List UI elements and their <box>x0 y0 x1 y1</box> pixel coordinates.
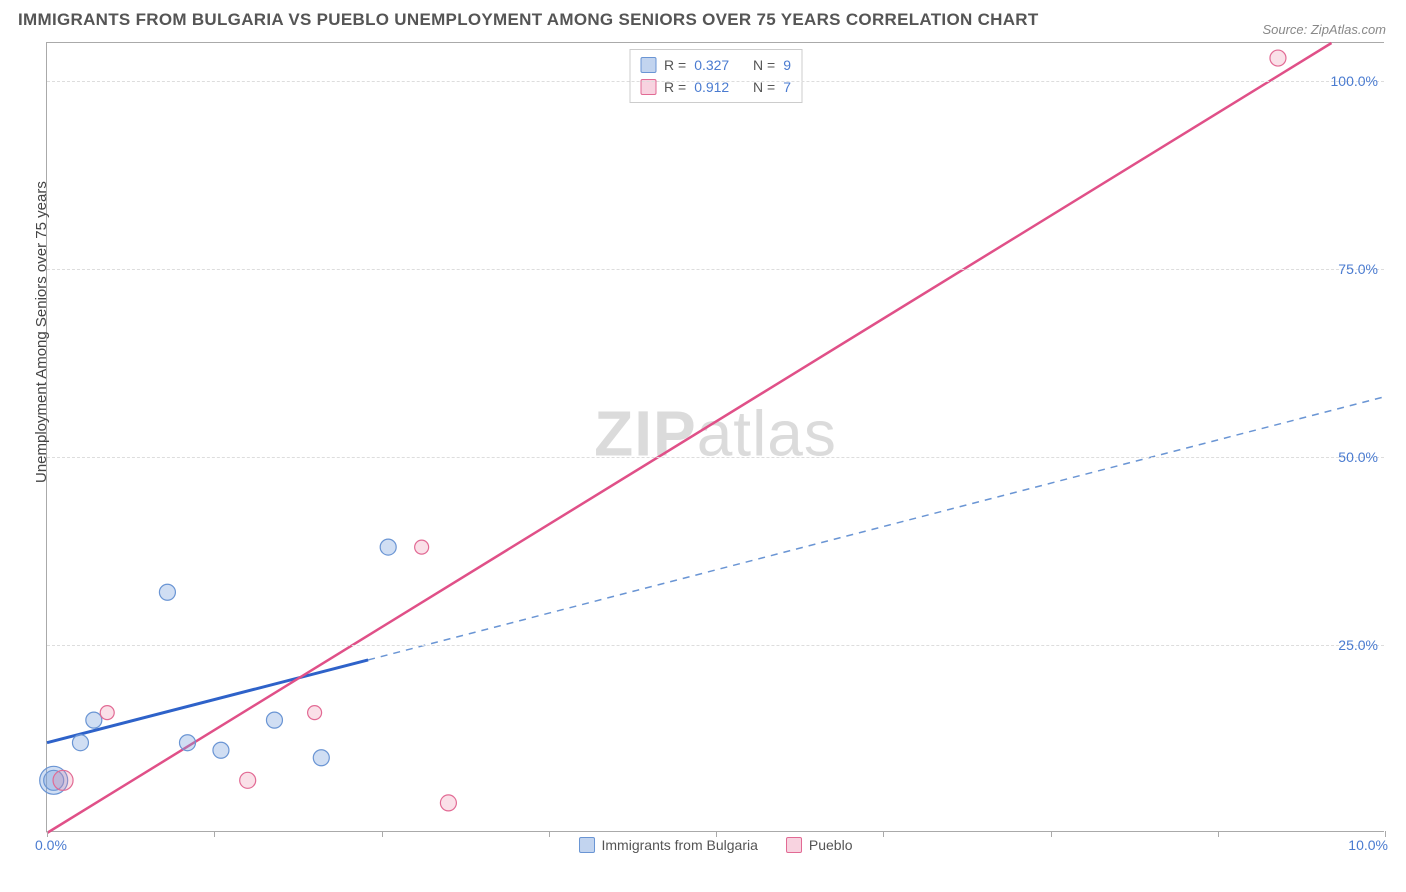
x-tick-mark <box>382 831 383 837</box>
x-tick-mark <box>549 831 550 837</box>
x-tick-mark <box>1051 831 1052 837</box>
y-tick-label: 50.0% <box>1338 449 1378 465</box>
chart-title: IMMIGRANTS FROM BULGARIA VS PUEBLO UNEMP… <box>18 10 1039 30</box>
legend-swatch <box>640 57 656 73</box>
x-tick-mark <box>1218 831 1219 837</box>
legend-r-label: R = <box>664 76 686 98</box>
x-tick-mark <box>47 831 48 837</box>
x-tick-mark <box>716 831 717 837</box>
y-tick-label: 75.0% <box>1338 261 1378 277</box>
legend-r-value: 0.912 <box>694 76 729 98</box>
gridline <box>47 457 1384 458</box>
plot-svg <box>47 43 1384 831</box>
correlation-legend-row: R = 0.327 N = 9 <box>640 54 791 76</box>
x-tick-label-min: 0.0% <box>35 837 67 853</box>
chart-plot-area: Unemployment Among Seniors over 75 years… <box>46 42 1384 832</box>
y-tick-label: 25.0% <box>1338 637 1378 653</box>
legend-n-label: N = <box>753 54 775 76</box>
legend-item: Immigrants from Bulgaria <box>579 837 758 853</box>
legend-item: Pueblo <box>786 837 853 853</box>
x-tick-mark <box>214 831 215 837</box>
x-tick-mark <box>883 831 884 837</box>
gridline <box>47 269 1384 270</box>
source-citation: Source: ZipAtlas.com <box>1262 22 1386 37</box>
legend-r-label: R = <box>664 54 686 76</box>
series-legend: Immigrants from Bulgaria Pueblo <box>579 837 853 853</box>
gridline <box>47 645 1384 646</box>
legend-n-value: 9 <box>783 54 791 76</box>
correlation-legend: R = 0.327 N = 9R = 0.912 N = 7 <box>629 49 802 103</box>
x-tick-label-max: 10.0% <box>1348 837 1388 853</box>
x-tick-mark <box>1385 831 1386 837</box>
legend-swatch <box>786 837 802 853</box>
legend-n-value: 7 <box>783 76 791 98</box>
legend-label: Immigrants from Bulgaria <box>602 837 758 853</box>
gridline <box>47 81 1384 82</box>
legend-swatch <box>579 837 595 853</box>
legend-label: Pueblo <box>809 837 853 853</box>
y-tick-label: 100.0% <box>1331 73 1378 89</box>
legend-n-label: N = <box>753 76 775 98</box>
legend-r-value: 0.327 <box>694 54 729 76</box>
correlation-legend-row: R = 0.912 N = 7 <box>640 76 791 98</box>
